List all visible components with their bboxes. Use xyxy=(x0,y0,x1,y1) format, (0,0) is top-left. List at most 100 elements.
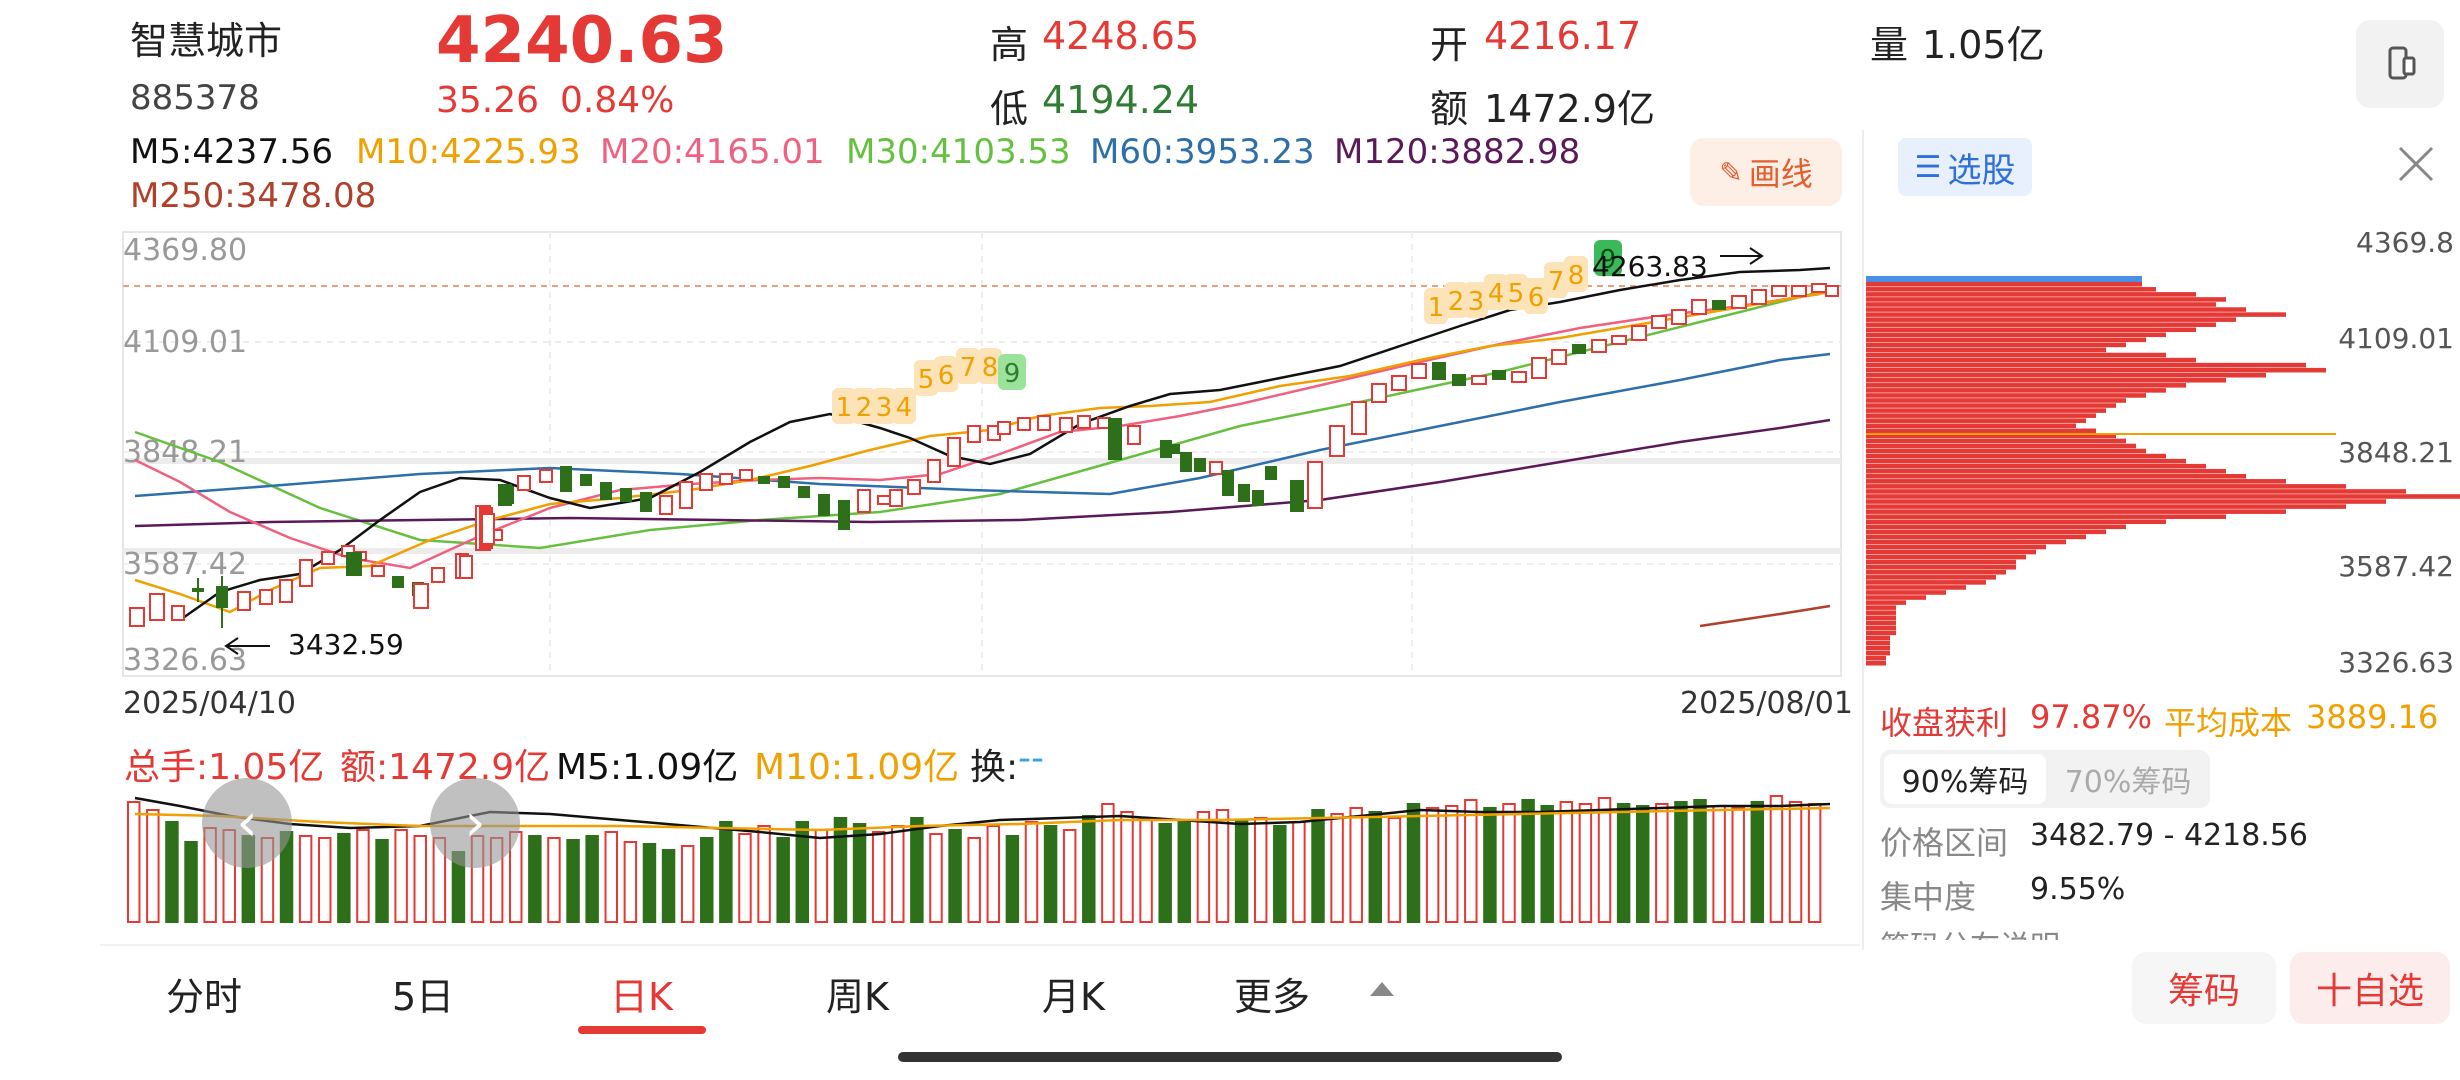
volume-bar xyxy=(1521,799,1535,923)
volume-bar xyxy=(719,821,733,923)
tab-90-chips[interactable]: 90%筹码 xyxy=(1884,754,2046,804)
triangle-up-icon[interactable] xyxy=(1370,982,1394,996)
volume-bar xyxy=(814,829,829,923)
add-watchlist-button[interactable]: 十自选 xyxy=(2290,952,2450,1024)
tab-5day[interactable]: 5日 xyxy=(392,975,455,1019)
volume-bar xyxy=(1158,823,1172,923)
panel-divider xyxy=(1862,130,1864,950)
pencil-icon: ✎ xyxy=(1719,155,1743,189)
volume-bar xyxy=(986,825,1001,923)
volume-bar xyxy=(1349,807,1363,923)
date-start: 2025/04/10 xyxy=(123,686,296,721)
chip-bar xyxy=(1866,590,1946,595)
volume-bar xyxy=(910,817,924,923)
chevron-left-icon: ‹ xyxy=(236,793,258,853)
dist-explain-link[interactable]: 筹码分布说明 xyxy=(1880,926,2060,940)
chip-bar xyxy=(1866,362,2306,368)
chip-bar xyxy=(1866,337,2146,343)
chip-bar xyxy=(1866,559,2016,565)
tab-weekly-k[interactable]: 周K xyxy=(826,975,889,1019)
concentration-label: 集中度 xyxy=(1880,878,1977,916)
side-price-1: 4369.8 xyxy=(2356,226,2454,259)
close-icon[interactable] xyxy=(2394,142,2438,186)
volume-bar xyxy=(413,835,427,923)
chips-button[interactable]: 筹码 xyxy=(2132,952,2276,1024)
chip-bar xyxy=(1866,539,2066,545)
chip-bar xyxy=(1866,428,2096,434)
ma30-legend: M30:4103.53 xyxy=(846,132,1071,172)
turnover-value: -- xyxy=(1018,738,1044,779)
chip-bar xyxy=(1866,585,1966,590)
volume-bar xyxy=(1616,803,1631,923)
tab-monthly-k[interactable]: 月K xyxy=(1042,975,1105,1019)
chip-bar xyxy=(1866,494,2460,499)
volume-bar xyxy=(1578,803,1593,923)
td2-2: 2 xyxy=(1448,287,1465,317)
chip-bar xyxy=(1866,342,2126,348)
chip-bar xyxy=(1866,317,2236,322)
chip-bar xyxy=(1866,615,1896,621)
td2-8: 8 xyxy=(1568,261,1585,291)
td1-2: 2 xyxy=(856,393,873,423)
chip-bar xyxy=(1866,484,2346,489)
chip-bar xyxy=(1866,418,2086,423)
low-annotation: 3432.59 xyxy=(288,628,404,661)
chip-distribution-chart xyxy=(1866,276,2460,666)
chip-bar xyxy=(1866,312,2286,317)
chip-bar xyxy=(1866,367,2326,373)
tab-intraday[interactable]: 分时 xyxy=(166,975,243,1019)
landscape-toggle-button[interactable] xyxy=(2356,20,2444,108)
volume-bar xyxy=(1674,801,1688,923)
chip-bar xyxy=(1866,640,1890,646)
high-label: 高 xyxy=(990,23,1029,67)
ma250-legend: M250:3478.08 xyxy=(130,176,377,216)
stock-name: 智慧城市 xyxy=(130,19,283,63)
tab-daily-k[interactable]: 日K xyxy=(610,975,673,1019)
side-price-4: 3587.42 xyxy=(2338,550,2454,583)
volume-bar xyxy=(528,835,542,923)
volume-bar xyxy=(1043,825,1058,923)
ma10-legend: M10:4225.93 xyxy=(356,132,581,172)
select-stock-label: 选股 xyxy=(1947,150,2016,191)
volume-bar xyxy=(1693,799,1707,923)
chip-bar xyxy=(1866,524,2126,530)
side-price-2: 4109.01 xyxy=(2338,322,2454,355)
chip-bar xyxy=(1866,549,2036,555)
chip-bar xyxy=(1866,489,2406,494)
volume-bar xyxy=(1234,819,1249,923)
td1-5: 5 xyxy=(918,365,935,395)
chip-bar xyxy=(1866,378,2226,383)
td1-6: 6 xyxy=(938,361,955,391)
draw-line-button[interactable]: ✎ 画线 xyxy=(1690,138,1842,206)
volume-bar xyxy=(1406,803,1421,923)
volume-bar xyxy=(795,821,809,923)
chip-bar xyxy=(1866,413,2096,418)
tab-more[interactable]: 更多 xyxy=(1234,975,1311,1019)
volume-bar xyxy=(1597,797,1612,923)
volume-bar xyxy=(184,841,198,923)
volume-bar xyxy=(1082,815,1096,923)
y-label-2: 4109.01 xyxy=(123,325,247,360)
chip-bar xyxy=(1866,655,1886,661)
chip-bar xyxy=(1866,408,2106,413)
profit-value: 97.87% xyxy=(2030,698,2153,736)
volume-bar xyxy=(1330,813,1344,923)
chip-bar xyxy=(1866,529,2106,535)
volume-bar xyxy=(1062,829,1077,923)
home-indicator xyxy=(898,1052,1562,1062)
volume-bar xyxy=(642,843,657,923)
amount-value: 1472.9亿 xyxy=(1484,87,1655,131)
stock-code: 885378 xyxy=(130,78,260,118)
volume-bar xyxy=(1483,807,1497,923)
list-icon: ☰ xyxy=(1914,149,1942,185)
volume-bar xyxy=(871,831,886,923)
y-label-bottom: 3326.63 xyxy=(123,643,247,678)
ma60-legend: M60:3953.23 xyxy=(1090,132,1315,172)
volume-chart[interactable] xyxy=(120,776,1844,924)
tab-70-chips[interactable]: 70%筹码 xyxy=(2064,765,2192,800)
kline-chart[interactable]: 4369.80 4109.01 3848.21 3587.42 3326.63 xyxy=(120,230,1844,678)
scroll-left-button[interactable]: ‹ xyxy=(202,778,292,868)
select-stock-button[interactable]: ☰ 选股 xyxy=(1898,138,2032,196)
volume-bar xyxy=(661,849,676,923)
scroll-right-button[interactable]: › xyxy=(430,778,520,868)
